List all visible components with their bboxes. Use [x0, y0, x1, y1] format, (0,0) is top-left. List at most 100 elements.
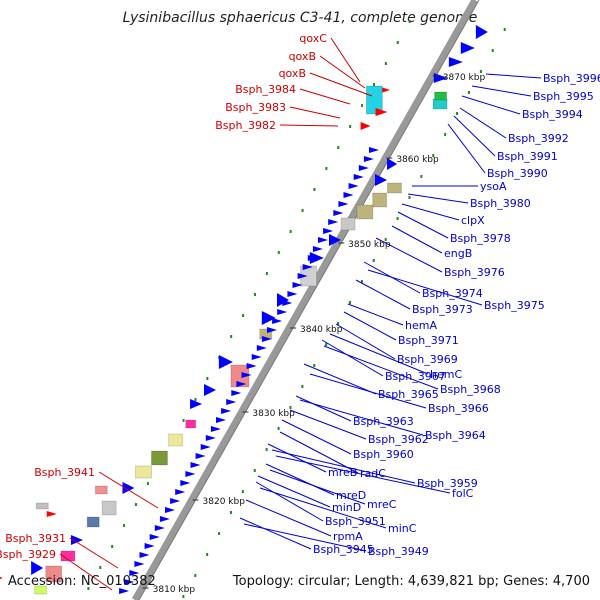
leader-line [401, 203, 460, 221]
gene-arrow [363, 156, 374, 162]
gene-arrow [329, 234, 341, 246]
leader-line [279, 431, 359, 474]
gene-label: Bsph_3941 [34, 466, 95, 479]
leader-line [471, 85, 532, 97]
leader-line [289, 106, 341, 119]
gene-arrow [205, 435, 216, 441]
tick-label: 3830 kbp [252, 409, 295, 419]
gene-label: mreC [367, 498, 397, 511]
gene-label: clpX [461, 214, 485, 227]
gene-arrow [256, 345, 267, 351]
gene-arrow [375, 108, 388, 116]
gene-label: qoxB [289, 50, 316, 63]
gene-arrow [134, 561, 145, 567]
gene-feature [35, 502, 49, 510]
genome-summary: Topology: circular; Length: 4,639,821 bp… [232, 574, 590, 589]
gene-label: Bsph_3991 [497, 150, 558, 163]
gene-arrow [267, 327, 277, 333]
scale-dot [182, 419, 185, 422]
scale-dot [277, 427, 280, 430]
gene-label: Bsph_3967 [385, 370, 446, 383]
scale-dot [396, 41, 399, 44]
gene-arrow [282, 300, 293, 306]
gene-arrow [149, 534, 160, 540]
leader-line [309, 72, 373, 97]
gene-arrow [190, 462, 201, 468]
gene-arrow [287, 291, 298, 297]
leader-line [330, 37, 361, 83]
scale-dot [194, 574, 197, 577]
gene-label: minD [332, 501, 361, 514]
gene-label: engB [444, 247, 472, 260]
leader-line [271, 449, 416, 484]
gene-arrow [154, 525, 165, 531]
scale-dot [123, 524, 126, 527]
gene-arrow [119, 588, 130, 594]
scale-dot [265, 448, 268, 451]
gene-label: qoxB [279, 67, 306, 80]
gene-label: Bsph_3931 [5, 532, 66, 545]
gene-label: Bsph_3980 [470, 197, 531, 210]
gene-label: Bsph_3960 [353, 448, 414, 461]
leader-line [269, 469, 366, 505]
leader-line [279, 124, 339, 127]
scale-dot [313, 188, 316, 191]
leader-line [321, 339, 384, 377]
gene-arrow [226, 399, 237, 405]
accession-text: Accession: NC_010382 [8, 574, 156, 589]
gene-arrow [231, 390, 242, 396]
gene-arrow [31, 561, 44, 575]
gene-arrow [165, 507, 175, 513]
leader-line [255, 481, 324, 522]
gene-feature [340, 217, 356, 231]
gene-arrow [358, 165, 369, 171]
gene-label: Bsph_3994 [522, 108, 583, 121]
tick-label: 3810 kbp [153, 585, 196, 595]
gene-label: mreB [328, 466, 357, 479]
gene-label: Bsph_3992 [508, 132, 569, 145]
gene-feature [185, 419, 197, 429]
scale-dot [325, 343, 328, 346]
gene-arrow [297, 273, 308, 279]
scale-dot [467, 91, 470, 94]
scale-dot [384, 238, 387, 241]
gene-feature [365, 85, 383, 115]
gene-arrow [175, 489, 186, 495]
gene-arrow [71, 535, 83, 545]
scale-dot [491, 49, 494, 52]
gene-feature [45, 565, 63, 583]
gene-arrow [272, 318, 283, 324]
gene-arrow [0, 576, 3, 580]
gene-arrow [261, 336, 272, 342]
scale-dot [432, 154, 435, 157]
gene-arrow [343, 192, 354, 198]
scale-dot [420, 175, 423, 178]
leader-line [367, 269, 483, 306]
gene-label: folC [452, 487, 474, 500]
leader-line [299, 88, 351, 105]
gene-arrow [375, 174, 387, 186]
gene-arrow [251, 354, 262, 360]
gene-label: Bsph_3975 [484, 299, 545, 312]
scale-dot [337, 146, 340, 149]
scale-dot [372, 259, 375, 262]
gene-arrow [241, 372, 252, 378]
gene-label: Bsph_3929 [0, 548, 56, 561]
leader-line [329, 333, 429, 375]
gene-feature [60, 550, 76, 562]
gene-arrow [360, 122, 371, 130]
map-title: Lysinibacillus sphaericus C3-41, complet… [122, 10, 478, 26]
gene-arrow [180, 480, 191, 486]
gene-arrow [190, 399, 203, 409]
gene-arrow [246, 363, 257, 369]
gene-arrow [318, 237, 328, 243]
leader-line [245, 499, 332, 537]
gene-arrow [139, 552, 150, 558]
gene-feature [150, 450, 168, 466]
leader-line [397, 211, 449, 239]
gene-label: Bsph_3963 [353, 415, 414, 428]
gene-label: Bsph_3951 [325, 515, 386, 528]
gene-arrow [46, 511, 57, 517]
gene-arrow [475, 25, 488, 39]
gene-feature [372, 192, 388, 208]
